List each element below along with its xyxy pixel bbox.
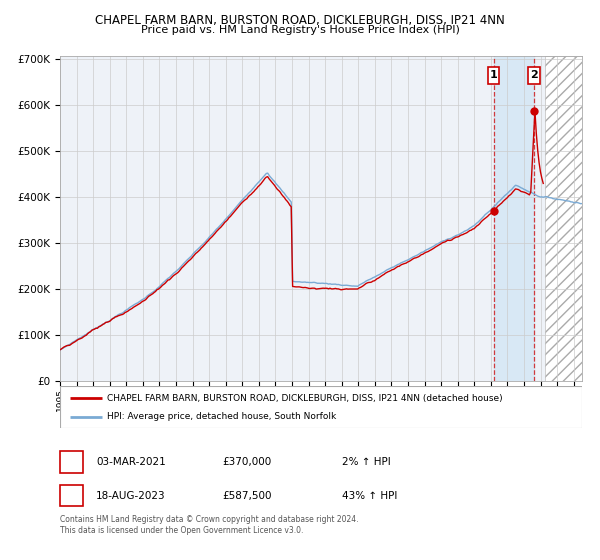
Text: 03-MAR-2021: 03-MAR-2021 <box>96 457 166 467</box>
Text: 2: 2 <box>530 71 538 81</box>
Bar <box>545 56 582 381</box>
Text: 18-AUG-2023: 18-AUG-2023 <box>96 491 166 501</box>
Text: CHAPEL FARM BARN, BURSTON ROAD, DICKLEBURGH, DISS, IP21 4NN: CHAPEL FARM BARN, BURSTON ROAD, DICKLEBU… <box>95 14 505 27</box>
Text: 2% ↑ HPI: 2% ↑ HPI <box>342 457 391 467</box>
Text: 43% ↑ HPI: 43% ↑ HPI <box>342 491 397 501</box>
Text: £587,500: £587,500 <box>222 491 271 501</box>
Text: 1: 1 <box>68 457 75 467</box>
Text: 1: 1 <box>490 71 497 81</box>
Bar <box>488 67 499 85</box>
Text: Contains HM Land Registry data © Crown copyright and database right 2024.
This d: Contains HM Land Registry data © Crown c… <box>60 515 359 535</box>
Text: Price paid vs. HM Land Registry's House Price Index (HPI): Price paid vs. HM Land Registry's House … <box>140 25 460 35</box>
Bar <box>494 56 534 381</box>
Text: CHAPEL FARM BARN, BURSTON ROAD, DICKLEBURGH, DISS, IP21 4NN (detached house): CHAPEL FARM BARN, BURSTON ROAD, DICKLEBU… <box>107 394 503 403</box>
Text: HPI: Average price, detached house, South Norfolk: HPI: Average price, detached house, Sout… <box>107 412 336 421</box>
Bar <box>545 56 582 381</box>
Text: 2: 2 <box>68 491 75 501</box>
Text: £370,000: £370,000 <box>222 457 271 467</box>
Bar <box>529 67 540 85</box>
